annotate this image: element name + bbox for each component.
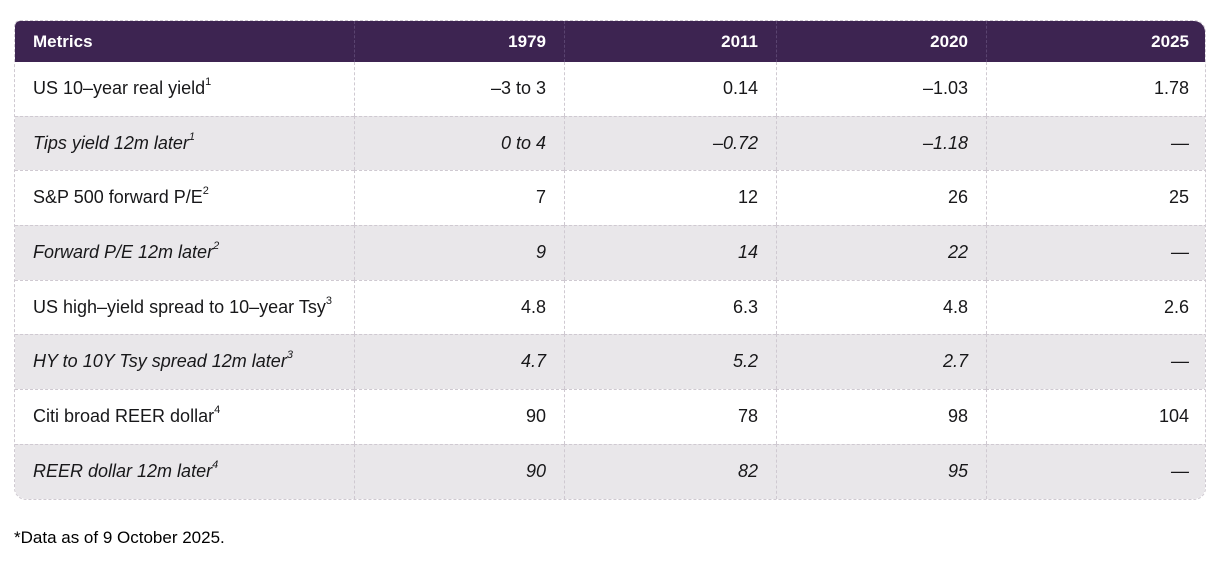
metric-cell: S&P 500 forward P/E2	[15, 170, 354, 226]
column-header-1979: 1979	[354, 21, 564, 62]
metric-label: Forward P/E 12m later	[33, 242, 214, 263]
value-cell: 9	[354, 225, 564, 280]
column-header-2011: 2011	[564, 21, 776, 62]
value-cell: 78	[564, 389, 776, 444]
data-asof-footnote: *Data as of 9 October 2025.	[14, 528, 225, 547]
footnote-superscript: 3	[286, 349, 293, 362]
value-cell: 4.8	[776, 279, 986, 335]
value-cell: 82	[564, 443, 776, 499]
value-cell: 26	[776, 170, 986, 226]
metric-label: HY to 10Y Tsy spread 12m later	[33, 351, 287, 372]
value-cell: 98	[776, 389, 986, 444]
value-cell: —	[986, 443, 1205, 499]
metric-label: Citi broad REER dollar	[33, 406, 215, 427]
value-cell: –3 to 3	[354, 62, 564, 116]
value-cell: —	[986, 115, 1205, 171]
value-cell: –0.72	[564, 115, 776, 171]
metric-cell: Citi broad REER dollar4	[15, 389, 354, 444]
metric-cell: HY to 10Y Tsy spread 12m later3	[15, 334, 354, 390]
value-cell: 95	[776, 443, 986, 499]
metric-cell: Tips yield 12m later1	[15, 115, 354, 171]
value-cell: 0 to 4	[354, 115, 564, 171]
metric-cell: US 10–year real yield1	[15, 62, 354, 116]
footnote-superscript: 4	[214, 404, 221, 417]
metric-label: US high–yield spread to 10–year Tsy	[33, 296, 326, 317]
value-cell: 2.7	[776, 334, 986, 390]
footnote-superscript: 4	[212, 458, 219, 471]
value-cell: 90	[354, 443, 564, 499]
header-row: Metrics 1979 2011 2020 2025	[15, 21, 1205, 62]
value-cell: 0.14	[564, 62, 776, 116]
value-cell: 22	[776, 225, 986, 280]
table-row: Forward P/E 12m later2 9 14 22—	[15, 225, 1205, 280]
value-cell: 1.78	[986, 62, 1205, 116]
value-cell: 5.2	[564, 334, 776, 390]
metric-label: US 10–year real yield	[33, 78, 206, 98]
value-cell: –1.18	[776, 115, 986, 171]
column-header-metrics: Metrics	[15, 21, 354, 62]
value-cell: 90	[354, 389, 564, 444]
column-header-2025: 2025	[986, 21, 1205, 62]
value-cell: 25	[986, 170, 1205, 226]
value-cell: 12	[564, 170, 776, 226]
value-cell: 14	[564, 225, 776, 280]
footnote-superscript: 1	[205, 76, 212, 88]
footnote-superscript: 2	[213, 240, 220, 253]
footnote-superscript: 2	[202, 185, 209, 198]
value-cell: –1.03	[776, 62, 986, 116]
value-cell: 4.7	[354, 334, 564, 390]
metric-label: Tips yield 12m later	[33, 132, 189, 153]
metric-cell: US high–yield spread to 10–year Tsy3	[15, 279, 354, 335]
table-row: US high–yield spread to 10–year Tsy3 4.8 6…	[15, 279, 1205, 335]
value-cell: 2.6	[986, 279, 1205, 335]
table-row: Citi broad REER dollar4 90 78 98 104	[15, 389, 1205, 444]
metric-cell: Forward P/E 12m later2	[15, 225, 354, 280]
value-cell: 7	[354, 170, 564, 226]
metric-cell: REER dollar 12m later4	[15, 443, 354, 499]
value-cell: 6.3	[564, 279, 776, 335]
value-cell: 4.8	[354, 279, 564, 335]
table-row: REER dollar 12m later4 90 82 95—	[15, 443, 1205, 499]
metrics-table-container: Metrics 1979 2011 2020 2025 US 10–year real …	[14, 20, 1206, 500]
metric-label: REER dollar 12m later	[33, 460, 213, 481]
value-cell: 104	[986, 389, 1205, 444]
table-row: US 10–year real yield1 –3 to 3 0.14 –1.03 1.…	[15, 62, 1205, 116]
footnote-superscript: 1	[188, 130, 196, 143]
table-row: S&P 500 forward P/E2 7 12 26 25	[15, 170, 1205, 226]
table-row: Tips yield 12m later1 0 to 4 –0.72 –1.18—	[15, 115, 1205, 171]
column-header-2020: 2020	[776, 21, 986, 62]
value-cell: —	[986, 225, 1205, 280]
metric-label: S&P 500 forward P/E	[33, 187, 203, 208]
metrics-table: Metrics 1979 2011 2020 2025 US 10–year real …	[15, 21, 1205, 499]
value-cell: —	[986, 334, 1205, 390]
footnote-superscript: 3	[325, 294, 332, 307]
table-row: HY to 10Y Tsy spread 12m later3 4.7 5.2 2.7…	[15, 334, 1205, 390]
